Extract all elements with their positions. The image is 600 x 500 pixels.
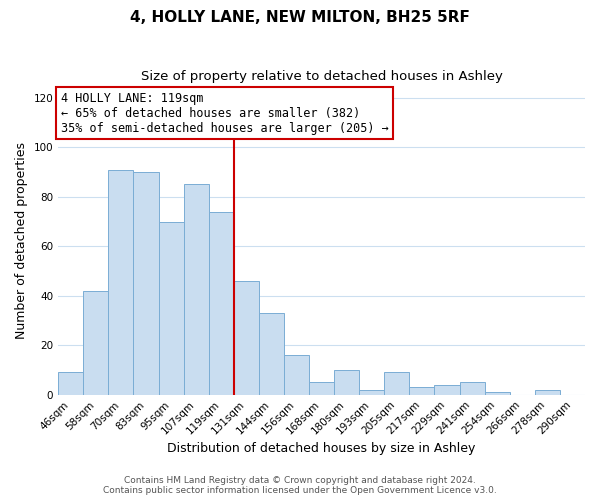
Bar: [535, 390, 560, 394]
Y-axis label: Number of detached properties: Number of detached properties: [15, 142, 28, 338]
Bar: [284, 355, 309, 395]
Bar: [109, 170, 133, 394]
Bar: [184, 184, 209, 394]
Title: Size of property relative to detached houses in Ashley: Size of property relative to detached ho…: [140, 70, 503, 83]
Bar: [309, 382, 334, 394]
Bar: [359, 390, 385, 394]
Bar: [58, 372, 83, 394]
Bar: [485, 392, 510, 394]
Bar: [83, 291, 109, 395]
Text: 4 HOLLY LANE: 119sqm
← 65% of detached houses are smaller (382)
35% of semi-deta: 4 HOLLY LANE: 119sqm ← 65% of detached h…: [61, 92, 389, 134]
Bar: [460, 382, 485, 394]
Bar: [434, 385, 460, 394]
Text: 4, HOLLY LANE, NEW MILTON, BH25 5RF: 4, HOLLY LANE, NEW MILTON, BH25 5RF: [130, 10, 470, 25]
X-axis label: Distribution of detached houses by size in Ashley: Distribution of detached houses by size …: [167, 442, 476, 455]
Bar: [234, 281, 259, 394]
Bar: [158, 222, 184, 394]
Text: Contains HM Land Registry data © Crown copyright and database right 2024.
Contai: Contains HM Land Registry data © Crown c…: [103, 476, 497, 495]
Bar: [385, 372, 409, 394]
Bar: [259, 313, 284, 394]
Bar: [209, 212, 234, 394]
Bar: [409, 388, 434, 394]
Bar: [133, 172, 158, 394]
Bar: [334, 370, 359, 394]
